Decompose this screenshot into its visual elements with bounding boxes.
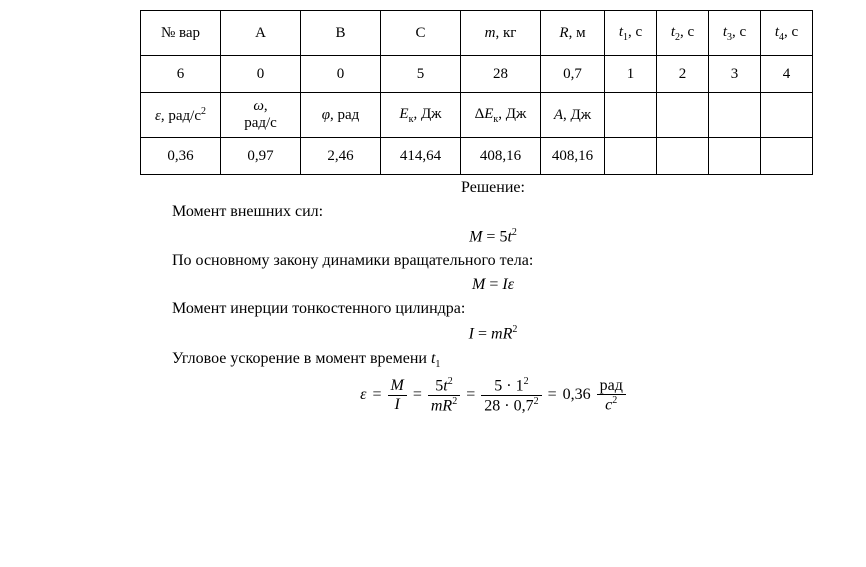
hdr-r: R, м [541, 11, 605, 56]
cell-ek: 414,64 [381, 138, 461, 175]
cell-eps: 0,36 [141, 138, 221, 175]
hdr-a: A [221, 11, 301, 56]
formula-i-mr2: I = mR2 [140, 324, 846, 343]
cell-b2 [657, 138, 709, 175]
hdr-var: № вар [141, 11, 221, 56]
hdr-t3: t3, с [709, 11, 761, 56]
cell-a: 0 [221, 56, 301, 93]
hdr-dek: ΔEк, Дж [461, 93, 541, 138]
formula-m-5t2: M = 5t2 [140, 227, 846, 246]
cell-c: 5 [381, 56, 461, 93]
cell-t2: 2 [657, 56, 709, 93]
formula-eps-calc: ε = M I = 5t2 mR2 = 5 · 12 28 · 0,72 = 0… [140, 376, 846, 415]
hdr-blank4 [761, 93, 813, 138]
cell-t3: 3 [709, 56, 761, 93]
para-inertia: Момент инерции тонкостенного цилиндра: [140, 300, 846, 318]
data-table-1: № вар A B C m, кг R, м t1, с t2, с t3, с… [140, 10, 813, 175]
para-dyn-law: По основному закону динамики вращательно… [140, 252, 846, 270]
cell-m: 28 [461, 56, 541, 93]
para-ang-acc: Угловое ускорение в момент времени t1 [140, 350, 846, 370]
hdr-b: B [301, 11, 381, 56]
hdr-m: m, кг [461, 11, 541, 56]
solution-label: Решение: [140, 179, 846, 197]
formula-m-ie: M = Iε [140, 276, 846, 294]
hdr-ek: Eк, Дж [381, 93, 461, 138]
hdr-blank3 [709, 93, 761, 138]
cell-phi: 2,46 [301, 138, 381, 175]
para-moment-ext: Момент внешних сил: [140, 203, 846, 221]
cell-omega: 0,97 [221, 138, 301, 175]
cell-b4 [761, 138, 813, 175]
hdr-eps: ε, рад/с2 [141, 93, 221, 138]
cell-t4: 4 [761, 56, 813, 93]
hdr-omega: ω,рад/с [221, 93, 301, 138]
cell-a2: 408,16 [541, 138, 605, 175]
cell-b: 0 [301, 56, 381, 93]
cell-b3 [709, 138, 761, 175]
cell-r: 0,7 [541, 56, 605, 93]
hdr-t1: t1, с [605, 11, 657, 56]
hdr-blank1 [605, 93, 657, 138]
cell-t1: 1 [605, 56, 657, 93]
hdr-a2: A, Дж [541, 93, 605, 138]
hdr-blank2 [657, 93, 709, 138]
hdr-t4: t4, с [761, 11, 813, 56]
hdr-t2: t2, с [657, 11, 709, 56]
cell-b1 [605, 138, 657, 175]
hdr-c: C [381, 11, 461, 56]
cell-dek: 408,16 [461, 138, 541, 175]
cell-var: 6 [141, 56, 221, 93]
hdr-phi: φ, рад [301, 93, 381, 138]
